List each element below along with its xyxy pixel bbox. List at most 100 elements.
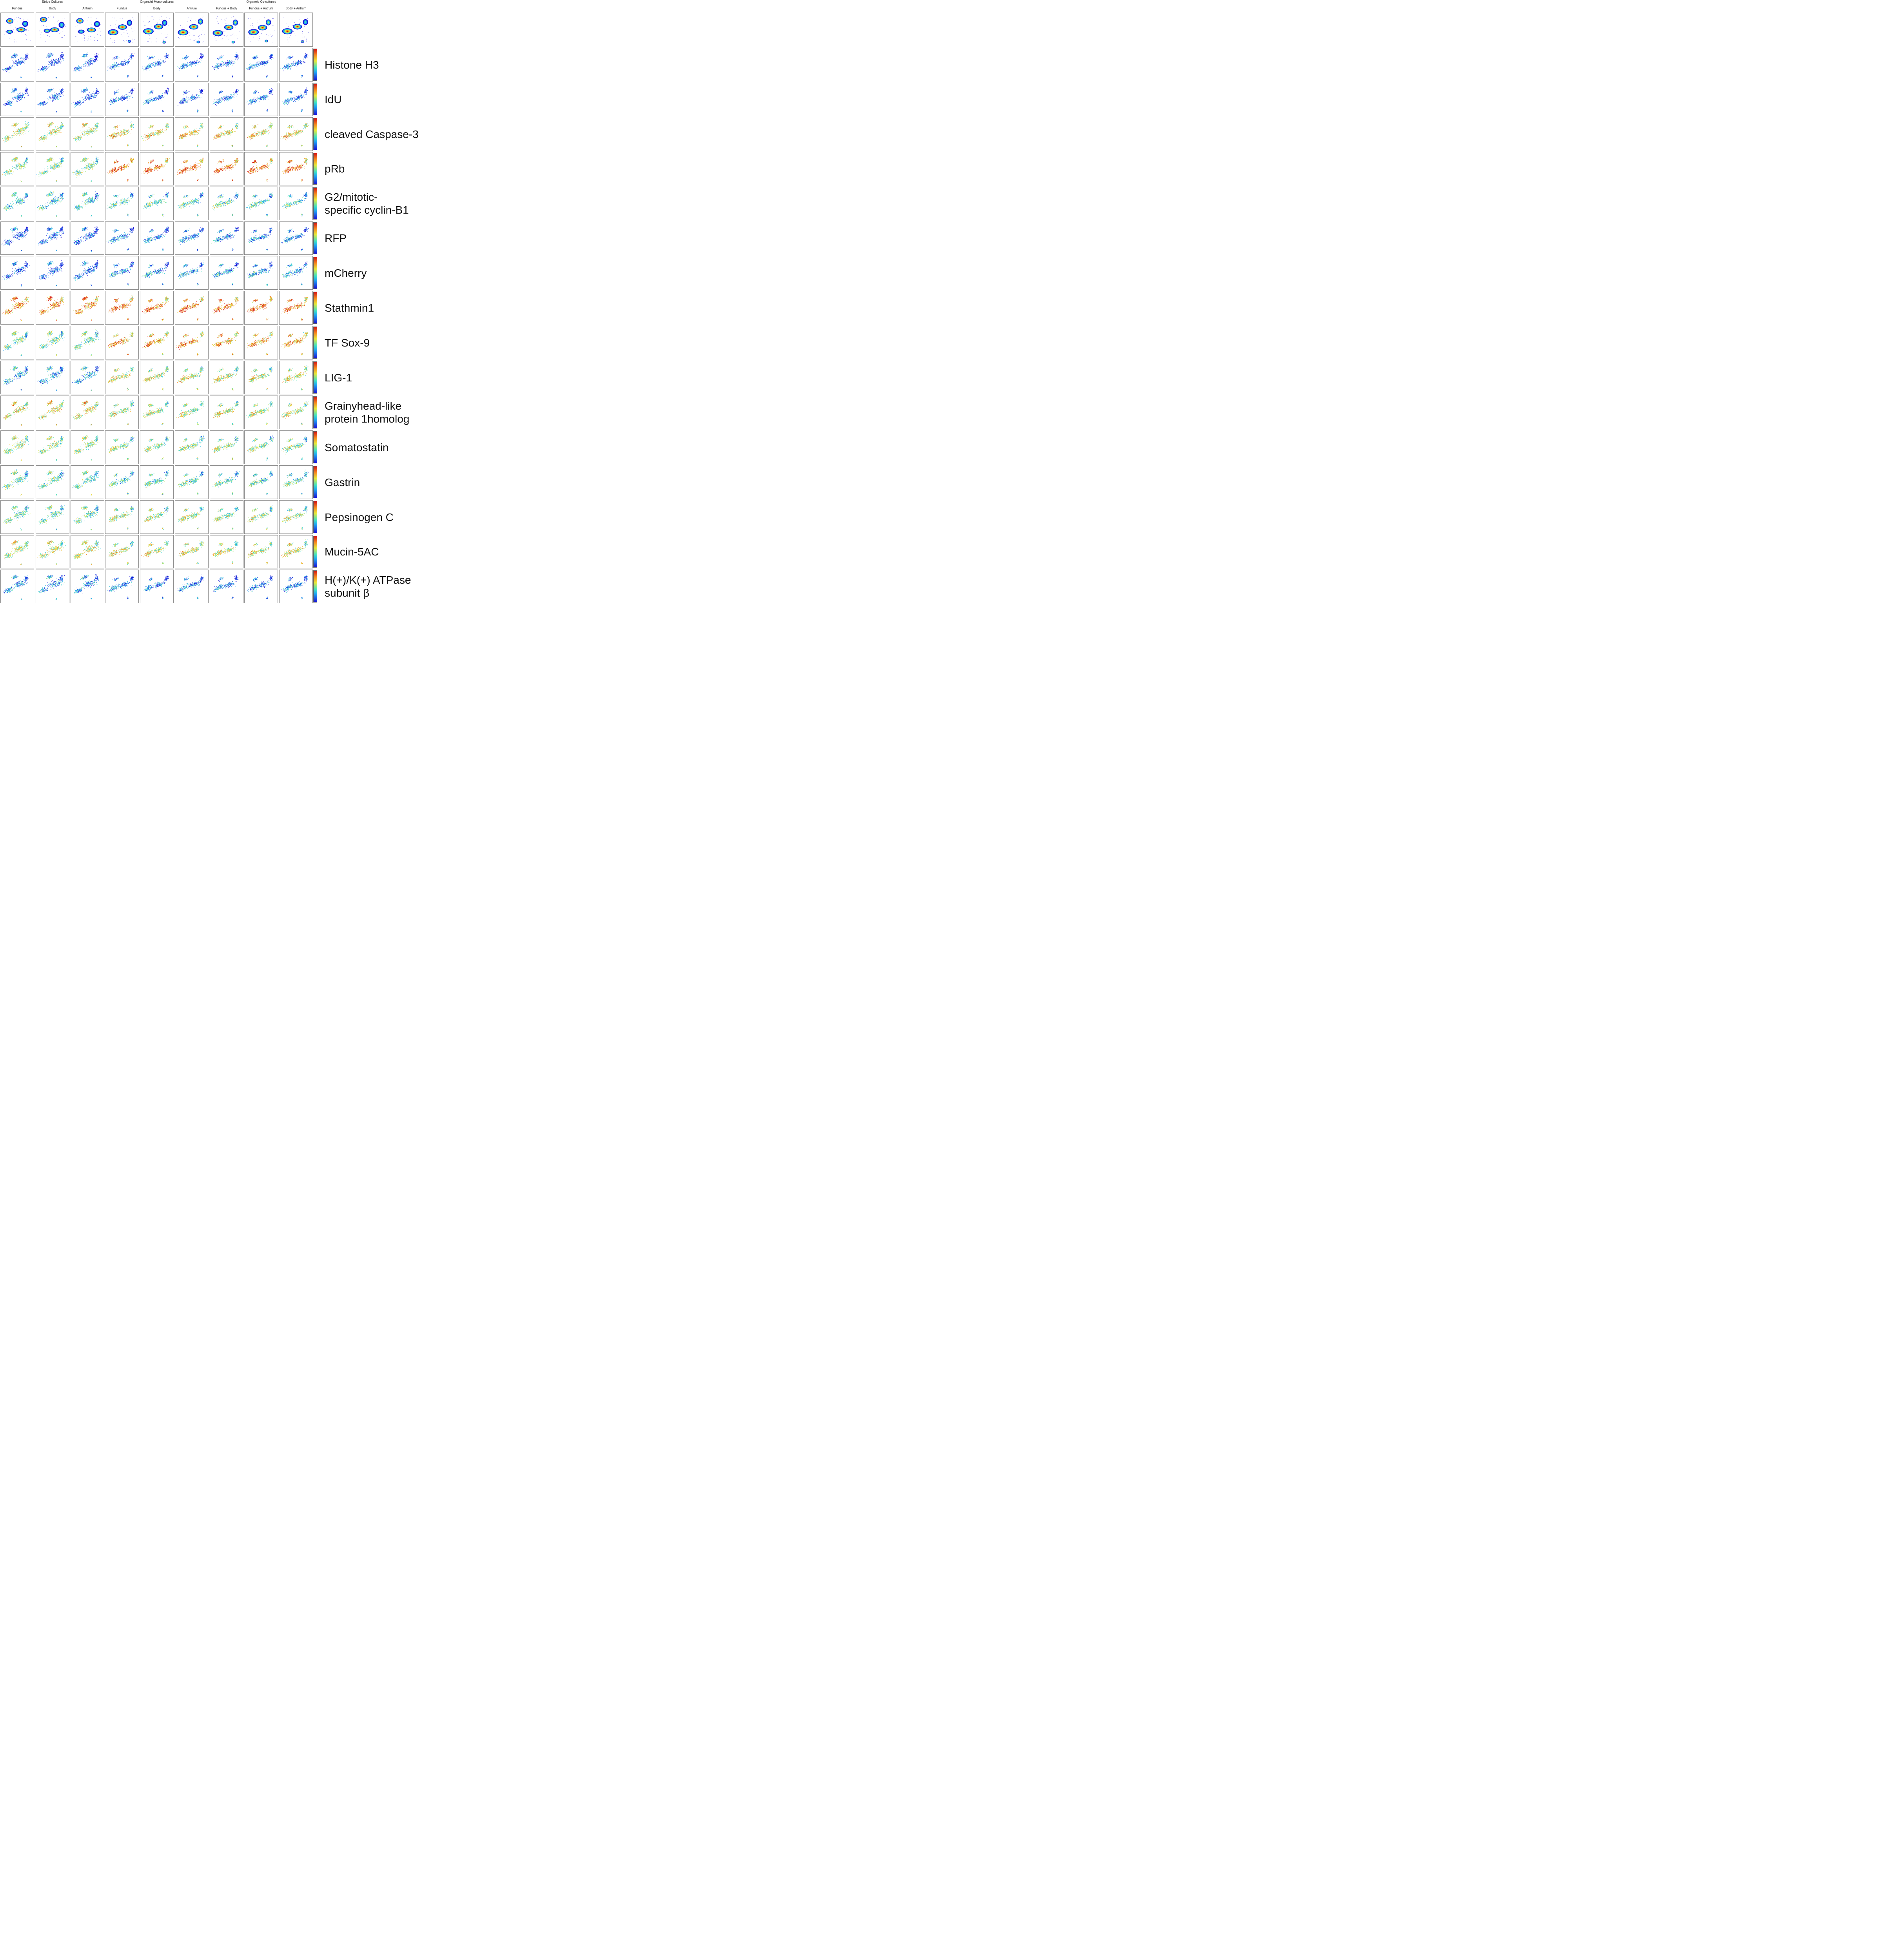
scatter-point (60, 56, 62, 57)
scatter-point (109, 67, 111, 69)
scatter-point (51, 62, 52, 63)
scatter-point (235, 54, 236, 55)
density-panel (244, 13, 278, 47)
scatter-point (236, 56, 237, 57)
scatter-point (53, 59, 54, 60)
scatter-point (287, 67, 288, 68)
scatter-point (148, 64, 149, 65)
scatter-point (218, 68, 219, 69)
scatter-point (60, 58, 61, 59)
scatter-point (160, 59, 161, 60)
scatter-plot (280, 53, 309, 78)
scatter-point (158, 65, 159, 66)
scatter-point (38, 104, 39, 105)
scatter-point (270, 56, 271, 57)
scatter-point (306, 54, 307, 55)
scatter-point (187, 65, 188, 66)
scatter-point (130, 57, 131, 58)
scatter-point (114, 69, 115, 70)
scatter-point (8, 69, 9, 70)
scatter-point (155, 62, 156, 64)
density-contour (147, 31, 149, 32)
scatter-point (228, 63, 229, 64)
scatter-point (115, 58, 116, 59)
scatter-point (123, 63, 124, 64)
scatter-point (24, 62, 25, 64)
scatter-point (284, 65, 285, 66)
scatter-point (54, 60, 56, 61)
scatter-point (201, 57, 202, 58)
scatter-point (21, 32, 22, 33)
scatter-point (18, 98, 19, 99)
scatter-point (49, 97, 50, 98)
scatter-point (97, 56, 98, 58)
scatter-point (58, 61, 59, 62)
scatter-point (48, 55, 49, 56)
scatter-point (150, 58, 151, 59)
scatter-point (43, 67, 44, 69)
scatter-point (43, 69, 44, 70)
scatter-point (10, 68, 11, 69)
scatter-point (201, 53, 202, 54)
scatter-point (9, 69, 10, 70)
scatter-point (237, 54, 238, 55)
scatter-point (8, 102, 9, 103)
scatter-point (113, 66, 114, 67)
scatter-point (96, 18, 97, 19)
column-label: Antrum (71, 7, 104, 11)
scatter-point (14, 62, 15, 63)
scatter-point (238, 58, 239, 59)
scatter-point (11, 57, 12, 58)
scatter-point (304, 56, 305, 57)
scatter-point (20, 64, 21, 65)
scatter-point (267, 62, 268, 63)
scatter-point (216, 65, 217, 67)
scatter-point (52, 64, 53, 65)
scatter-point (56, 58, 58, 59)
group-label: Organoid Mono-cultures (105, 0, 209, 4)
scatter-point (266, 34, 267, 35)
scatter-point (158, 63, 159, 64)
scatter-point (61, 92, 62, 93)
scatter-point (25, 58, 26, 59)
scatter-point (83, 55, 84, 56)
scatter-point (41, 68, 42, 69)
scatter-point (88, 64, 89, 65)
scatter-point (189, 62, 190, 63)
scatter-point (95, 56, 96, 57)
scatter-point (48, 57, 49, 58)
scatter-point (98, 54, 99, 55)
scatter-plot (3, 87, 29, 113)
scatter-point (18, 62, 19, 63)
scatter-point (62, 57, 64, 58)
scatter-point (87, 62, 88, 63)
scatter-point (25, 56, 26, 57)
scatter-point (186, 55, 187, 56)
scatter-point (202, 57, 203, 58)
scatter-point (155, 66, 156, 67)
scatter-plot (212, 16, 240, 44)
scatter-point (54, 64, 55, 65)
column-label: Antrum (175, 7, 209, 11)
scatter-point (17, 101, 18, 102)
scatter-point (26, 29, 27, 30)
scatter-point (25, 55, 26, 56)
scatter-point (87, 90, 88, 91)
scatter-point (75, 71, 76, 72)
scatter-point (195, 65, 196, 66)
scatter-point (155, 65, 156, 66)
scatter-point (255, 65, 256, 67)
scatter-point (182, 65, 183, 66)
density-contour (80, 31, 83, 33)
density-panel (279, 13, 313, 47)
scatter-point (253, 65, 254, 66)
scatter-point (122, 61, 123, 62)
scatter-point (165, 58, 167, 60)
scatter-point (75, 67, 76, 68)
scatter-point (47, 102, 48, 103)
scatter-point (271, 54, 272, 55)
scatter-point (216, 67, 217, 68)
scatter-point (83, 56, 84, 57)
scatter-point (9, 68, 10, 69)
scatter-point (53, 53, 54, 54)
